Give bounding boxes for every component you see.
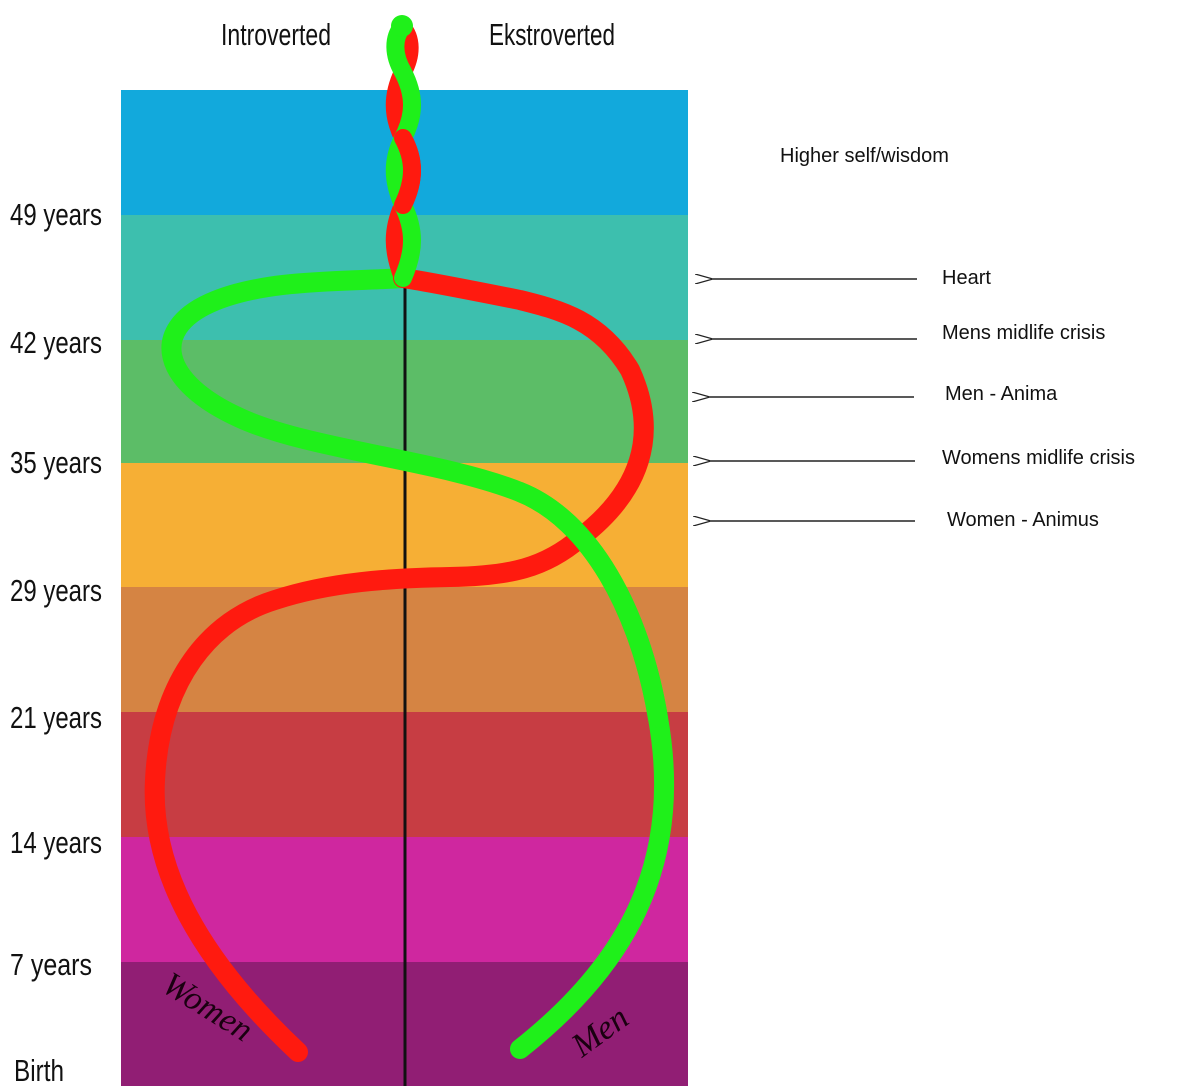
mens-midlife-label: Mens midlife crisis (942, 322, 1105, 344)
annotation-womens-midlife: Womens midlife crisis (711, 447, 1135, 469)
annotation-men-anima: Men - Anima (710, 383, 1058, 405)
age-label-14: 14 years (10, 825, 102, 860)
age-label-49: 49 years (10, 197, 102, 232)
higher-self-label: Higher self/wisdom (780, 145, 949, 167)
annotation-women-animus: Women - Animus (711, 509, 1099, 531)
age-label-29: 29 years (10, 573, 102, 608)
womens-midlife-label: Womens midlife crisis (942, 447, 1135, 469)
annotation-heart: Heart (713, 267, 991, 289)
braid (385, 15, 421, 287)
introverted-label: Introverted (221, 17, 331, 52)
braid-top-knot (391, 15, 413, 37)
women-animus-label: Women - Animus (947, 509, 1099, 531)
ekstroverted-label: Ekstroverted (489, 17, 615, 52)
women-curve (144, 268, 654, 1062)
annotation-mens-midlife: Mens midlife crisis (713, 322, 1105, 344)
age-label-21: 21 years (10, 700, 102, 735)
age-label-42: 42 years (10, 325, 102, 360)
age-label-7: 7 years (10, 947, 92, 982)
age-label-birth: Birth (14, 1053, 64, 1086)
men-anima-label: Men - Anima (945, 383, 1058, 405)
braid-red-overlap (394, 129, 421, 214)
age-labels: 49 years 42 years 35 years 29 years 21 y… (10, 197, 102, 1086)
age-label-35: 35 years (10, 445, 102, 480)
men-curve (161, 268, 675, 1059)
men-curve-overlap (510, 482, 668, 728)
heart-label: Heart (942, 267, 991, 289)
